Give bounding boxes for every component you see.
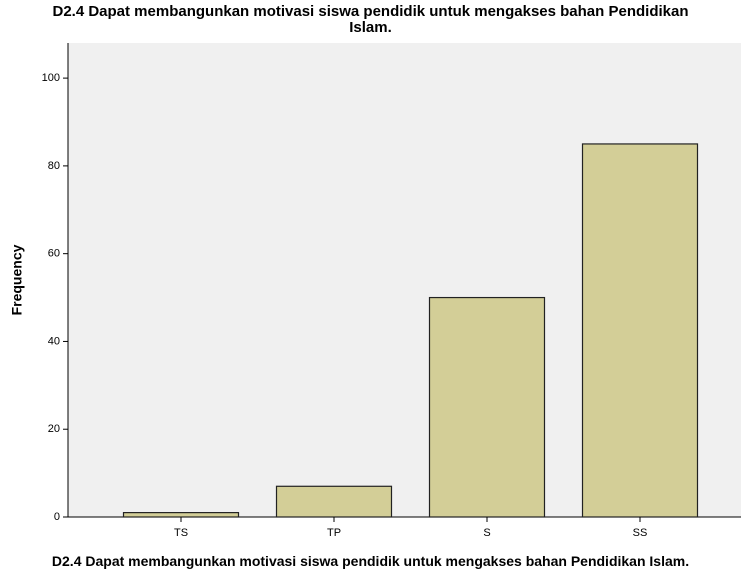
y-tick-label: 20	[48, 423, 60, 435]
chart-title: D2.4 Dapat membangunkan motivasi siswa p…	[0, 4, 741, 36]
x-axis-label: D2.4 Dapat membangunkan motivasi siswa p…	[0, 554, 741, 569]
y-tick-label: 100	[42, 72, 60, 84]
y-tick-label: 40	[48, 335, 60, 347]
y-tick-label: 60	[48, 248, 60, 260]
bar	[275, 485, 393, 518]
x-tick-label: TP	[327, 527, 341, 539]
x-tick-label: TS	[174, 527, 188, 539]
x-axis-label-text: D2.4 Dapat membangunkan motivasi siswa p…	[51, 553, 690, 569]
x-tick-label: S	[483, 527, 490, 539]
y-tick-label: 80	[48, 160, 60, 172]
bar	[581, 143, 699, 518]
y-axis-label: Frequency	[9, 244, 25, 315]
y-tick-label: 0	[54, 511, 60, 523]
bar	[122, 512, 240, 518]
chart-title-text: D2.4 Dapat membangunkan motivasi siswa p…	[52, 3, 689, 36]
x-tick-label: SS	[633, 527, 648, 539]
bar	[428, 296, 546, 518]
